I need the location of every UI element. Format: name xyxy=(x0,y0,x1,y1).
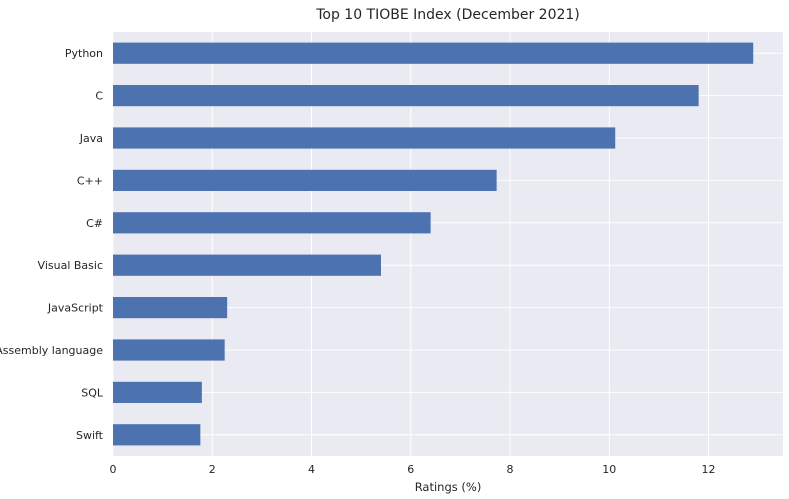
bar-sql xyxy=(113,381,202,403)
y-tick-label: SQL xyxy=(81,386,104,399)
y-tick-label: Java xyxy=(79,132,103,145)
bar-c- xyxy=(113,169,497,191)
y-tick-labels: Python C Java C++ C# Visual Basic JavaScript As… xyxy=(0,47,104,442)
bar-swift xyxy=(113,424,201,446)
x-tick-label: 0 xyxy=(110,463,117,476)
y-tick-label: Visual Basic xyxy=(38,259,103,272)
x-tick-label: 12 xyxy=(702,463,716,476)
y-tick-label: C# xyxy=(86,217,103,230)
x-tick-label: 4 xyxy=(308,463,315,476)
bar-c- xyxy=(113,212,431,234)
bar-javascript xyxy=(113,297,228,319)
x-tick-label: 2 xyxy=(209,463,216,476)
x-tick-label: 6 xyxy=(407,463,414,476)
x-tick-label: 8 xyxy=(507,463,514,476)
bars xyxy=(113,42,754,446)
x-tick-labels: 0 2 4 6 8 10 12 xyxy=(110,463,716,476)
bar-java xyxy=(113,127,616,149)
chart-title: Top 10 TIOBE Index (December 2021) xyxy=(315,7,580,23)
y-tick-label: JavaScript xyxy=(47,302,104,315)
x-tick-label: 10 xyxy=(602,463,616,476)
x-axis-label: Ratings (%) xyxy=(415,480,482,494)
y-tick-label: C++ xyxy=(77,174,103,187)
bar-assembly-language xyxy=(113,339,225,361)
bar-python xyxy=(113,42,754,64)
y-tick-label: Python xyxy=(65,47,103,60)
y-tick-label: C xyxy=(95,90,103,103)
y-tick-label: Swift xyxy=(76,429,104,442)
bar-visual-basic xyxy=(113,254,381,276)
bar-c xyxy=(113,85,699,107)
y-tick-label: Assembly language xyxy=(0,344,103,357)
